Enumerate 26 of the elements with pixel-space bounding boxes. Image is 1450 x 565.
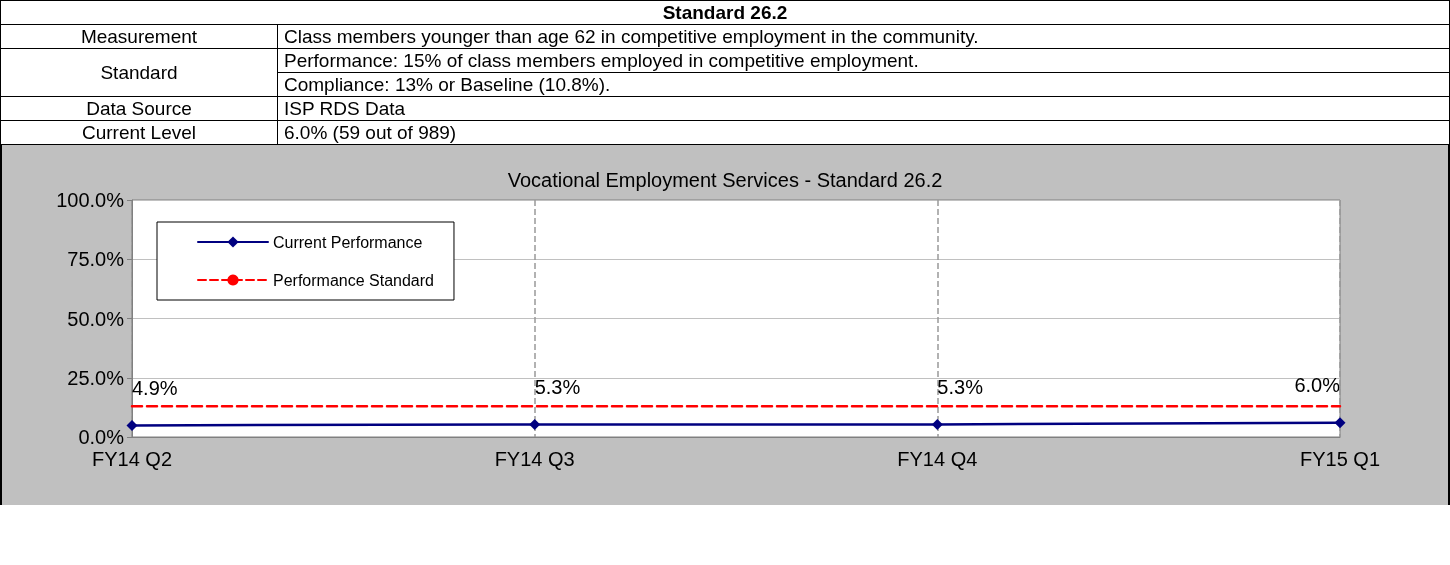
chart-title: Vocational Employment Services - Standard 26.2 (507, 169, 943, 191)
text: Measurement (0, 24, 278, 49)
y-tick-label: 25.0% (67, 366, 125, 389)
text: 6.0% (59 out of 989) (277, 120, 1450, 145)
text: Data Source (0, 96, 278, 121)
y-tick-label: 75.0% (67, 248, 125, 271)
y-tick-label: 100.0% (56, 189, 125, 211)
x-tick-label: FY14 Q4 (897, 448, 978, 470)
text: ISP RDS Data (277, 96, 1450, 121)
text: Performance: 15% of class members employed in competitive employment. (277, 48, 1450, 73)
legend-label: Performance Standard (273, 271, 434, 289)
text: Class members younger than age 62 in competitive employment in the community. (277, 24, 1450, 49)
x-tick-label: FY14 Q3 (494, 448, 575, 470)
x-tick-label: FY14 Q2 (91, 448, 173, 470)
y-tick-label: 0.0% (78, 426, 125, 448)
data-label: 6.0% (1294, 374, 1341, 397)
x-tick-label: FY15 Q1 (1299, 448, 1381, 470)
y-tick-label: 50.0% (67, 307, 125, 330)
text: Standard 26.2 (0, 0, 1450, 25)
text: Standard (0, 48, 278, 97)
data-label: 5.3% (937, 375, 984, 398)
legend-label: Current Performance (273, 233, 423, 251)
text: Current Level (0, 120, 278, 145)
data-label: 5.3% (534, 375, 581, 398)
data-label: 4.9% (132, 376, 178, 399)
text: Compliance: 13% or Baseline (10.8%). (277, 72, 1450, 97)
